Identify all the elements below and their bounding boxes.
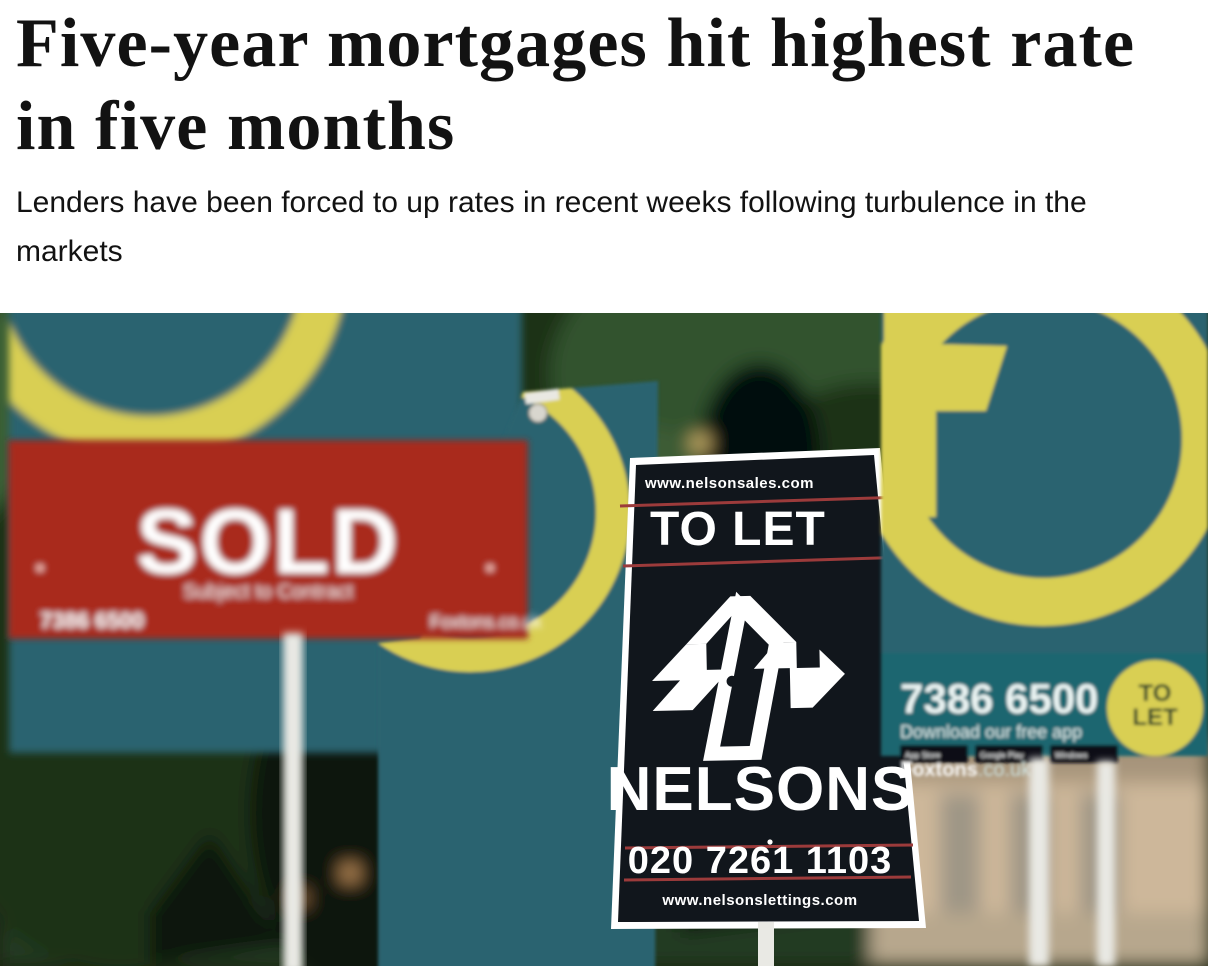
svg-text:LET: LET	[1132, 704, 1178, 731]
svg-text:TO: TO	[1139, 680, 1172, 707]
svg-text:www.nelsonslettings.com: www.nelsonslettings.com	[661, 892, 857, 909]
svg-text:SOLD: SOLD	[136, 491, 400, 593]
svg-text:Foxtons.co.uk: Foxtons.co.uk	[430, 612, 543, 632]
svg-text:Subject to Contract: Subject to Contract	[183, 581, 354, 603]
svg-text:7386 6500: 7386 6500	[900, 675, 1099, 722]
svg-text:020 7261 1103: 020 7261 1103	[628, 840, 893, 882]
svg-text:Foxtons.co.uk: Foxtons.co.uk	[900, 759, 1032, 781]
svg-text:TO LET: TO LET	[650, 503, 826, 556]
svg-text:www.nelsonsales.com: www.nelsonsales.com	[644, 475, 814, 492]
svg-text:Download our free app: Download our free app	[900, 722, 1082, 742]
svg-text:NELSONS: NELSONS	[607, 755, 914, 824]
svg-text:Windows: Windows	[1055, 751, 1087, 760]
svg-text:7386 6500: 7386 6500	[40, 608, 144, 633]
